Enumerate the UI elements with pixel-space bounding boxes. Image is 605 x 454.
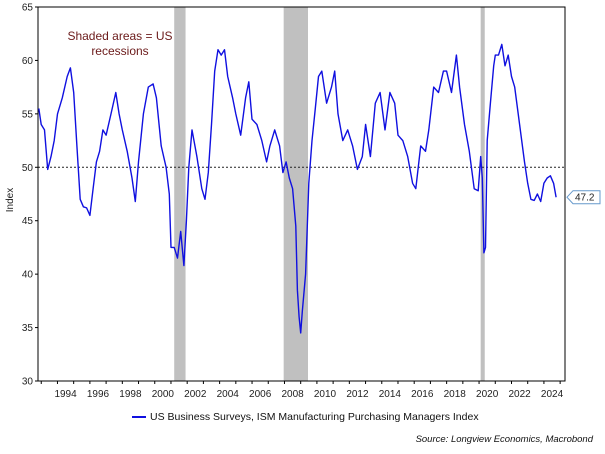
- x-tick-label: 2012: [346, 389, 369, 400]
- x-tick-label: 2016: [411, 389, 434, 400]
- x-tick-label: 2024: [541, 389, 564, 400]
- last-value-label: 47.2: [575, 193, 595, 204]
- x-tick-label: 2014: [379, 389, 402, 400]
- x-tick-label: 2022: [508, 389, 531, 400]
- legend: US Business Surveys, ISM Manufacturing P…: [132, 411, 479, 423]
- y-tick-label: 60: [22, 56, 34, 67]
- x-tick-label: 2000: [152, 389, 175, 400]
- y-tick-label: 65: [22, 3, 34, 14]
- recession-bands: [174, 7, 485, 381]
- recession-band-2: [283, 7, 308, 381]
- y-tick-label: 40: [22, 270, 34, 281]
- x-tick-label: 1994: [54, 389, 77, 400]
- x-tick-label: 2002: [184, 389, 207, 400]
- plot-frame: [37, 6, 566, 382]
- recession-band-1: [174, 7, 186, 381]
- last-value-callout: 47.2: [566, 190, 601, 205]
- x-tick-label: 2004: [217, 389, 240, 400]
- y-tick-label: 50: [22, 163, 34, 174]
- y-tick-label: 45: [22, 216, 34, 227]
- x-tick-label: 1998: [119, 389, 142, 400]
- x-tick-label: 2018: [444, 389, 467, 400]
- x-axis-ticks: 1994 1996 1998 2000 2002 2004 2006 2008 2010 2012…: [40, 381, 564, 400]
- legend-label: US Business Surveys, ISM Manufacturing P…: [150, 411, 479, 423]
- last-value-box: [566, 190, 601, 205]
- x-tick-label: 2006: [249, 389, 272, 400]
- recession-annotation: Shaded areas = US recessions: [67, 29, 172, 58]
- x-tick-label: 2008: [281, 389, 304, 400]
- y-tick-label: 55: [22, 109, 34, 120]
- y-tick-label: 30: [22, 377, 34, 388]
- x-tick-label: 2020: [476, 389, 499, 400]
- series-line-ism-pmi: [38, 43, 557, 334]
- legend-line-swatch: [132, 416, 146, 418]
- x-tick-label: 2010: [314, 389, 337, 400]
- y-axis-ticks: 30 35 40 45 50 55 60 65: [22, 3, 38, 388]
- y-axis-label: Index: [5, 188, 16, 212]
- y-tick-label: 35: [22, 323, 34, 334]
- x-tick-label: 1996: [87, 389, 110, 400]
- source-note: Source: Longview Economics, Macrobond: [415, 434, 593, 445]
